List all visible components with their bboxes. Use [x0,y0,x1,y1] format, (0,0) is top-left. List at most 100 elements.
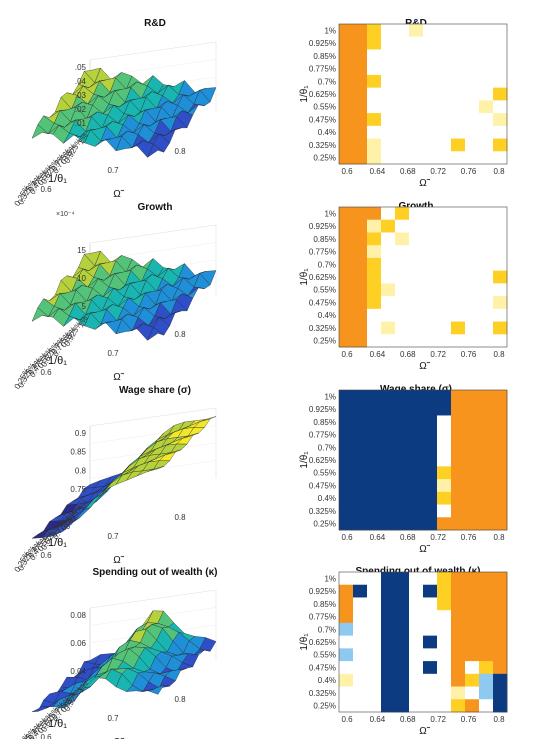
heatmap-cell [353,125,368,139]
y-tick-label: 0.775% [309,65,336,74]
y-tick-label: 0.475% [309,115,336,124]
heatmap-cell [353,151,368,165]
x-tick-label: 0.68 [400,533,416,542]
y-tick-label: 0.7% [318,625,336,634]
heatmap-cell [465,415,480,429]
heatmap-cell [451,572,466,586]
heatmap-cell [395,207,410,221]
heatmap-cell [353,453,368,467]
heatmap-cell [395,125,410,139]
heatmap-cell [395,283,410,297]
heatmap-cell [409,428,424,442]
heatmap-cell [451,466,466,480]
heatmap-cell [479,415,494,429]
heatmap-cell [437,622,452,637]
heatmap-cell [395,100,410,114]
heatmap-cell [339,491,354,505]
heatmap-cell [381,597,396,611]
heatmap-cell [479,270,494,284]
heatmap-cell [339,74,354,89]
heatmap-cell [465,257,480,272]
heatmap-cell [437,308,452,322]
heatmap-cell [409,517,424,531]
heatmap-cell [409,622,424,637]
heatmap-cell [367,49,382,63]
chart-title: Spending out of wealth (κ) [92,567,218,578]
heatmap-cell [437,402,452,416]
heatmap-cell [395,321,410,335]
heatmap-cell [451,36,466,50]
heatmap-cell [395,151,410,165]
heatmap-cell [367,245,382,259]
heatmap-cell [479,648,494,662]
heatmap-cell [367,62,382,76]
heatmap-cell [409,283,424,297]
heatmap-cell [409,334,424,348]
heatmap-cell [479,504,494,518]
heatmap-cell [353,597,368,611]
heatmap-cell [409,62,424,76]
y-axis-label: Ω̃ [113,555,124,566]
heatmap-cell [451,334,466,348]
heatmap-cell [493,597,508,611]
x-axis-label: 1/θ₁ [48,718,68,730]
y-tick-label: 0.325% [309,507,336,516]
y-tick-label: 0.475% [309,298,336,307]
heatmap-cell [465,308,480,322]
y-tick-label: 0.4% [318,676,336,685]
heatmap-cell [465,74,480,89]
heatmap-cell [381,415,396,429]
heatmap-cell [437,466,452,480]
heatmap-cell [367,661,382,675]
heatmap-cell [367,257,382,272]
heatmap-cell [437,428,452,442]
heatmap-cell [367,207,382,221]
heatmap-cell [381,686,396,700]
heatmap-cell [367,402,382,416]
heatmap-cell [451,308,466,322]
heatmap-cell [339,428,354,442]
heatmap-cell [409,74,424,89]
heatmap-cell [353,440,368,455]
heatmap-cell [367,232,382,246]
heatmap-cell [395,699,410,713]
heatmap-cell [353,415,368,429]
heatmap-cell [339,308,354,322]
heatmap-cell [381,584,396,598]
heatmap-cell [451,49,466,63]
heatmap-cell [367,296,382,310]
heatmap-cell [423,491,438,505]
heatmap-cell [451,219,466,233]
x-tick-label: 0.6 [341,167,353,176]
heatmap-cell [479,610,494,624]
heatmap-cell [437,699,452,713]
y-tick-label: 0.55% [313,469,336,478]
heatmap-cell [493,62,508,76]
heatmap-cell [437,572,452,586]
heatmap-cell [339,479,354,493]
heatmap-cell [395,402,410,416]
heatmap-cell [451,635,466,649]
heatmap-cell [381,321,396,335]
y-tick-label: 0.7 [107,532,119,541]
heatmap-cell [437,270,452,284]
heatmap-cell [423,517,438,531]
y-tick-label: 0.25% [313,154,336,163]
heatmap-cell [493,245,508,259]
heatmap-cell [409,402,424,416]
heatmap-cell [479,296,494,310]
heatmap-cell [423,635,438,649]
heatmap-cell [451,440,466,455]
heatmap-cell [381,296,396,310]
heatmap-cell [423,257,438,272]
heatmap-cell [493,219,508,233]
heatmap-cell [423,390,438,404]
heatmap-cell [381,491,396,505]
heatmap-cell [493,648,508,662]
z-tick-label: 0.8 [75,466,87,475]
heatmap-cell [437,113,452,127]
heatmap-cell [409,610,424,624]
heatmap-cell [451,584,466,598]
